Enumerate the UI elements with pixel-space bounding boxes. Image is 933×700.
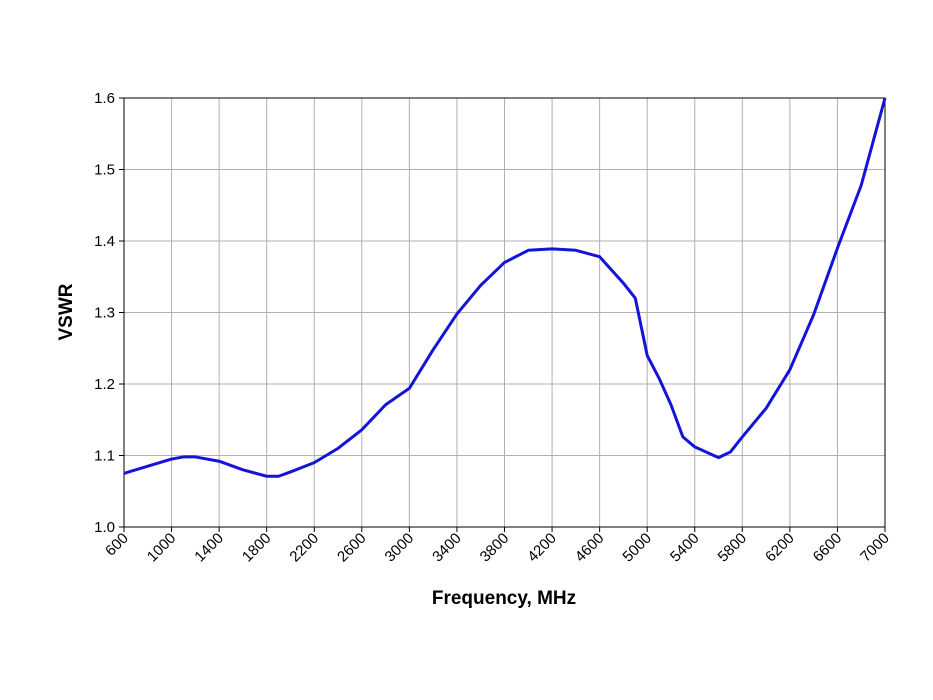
x-tick-label: 3000 (382, 530, 418, 566)
y-tick-label: 1.2 (94, 376, 115, 393)
y-tick-label: 1.3 (94, 305, 115, 322)
x-axis-title: Frequency, MHz (432, 588, 576, 609)
x-tick-label: 4200 (524, 530, 560, 566)
x-tick-label: 6200 (762, 530, 798, 566)
x-tick-label: 2600 (334, 530, 370, 566)
x-tick-label: 5400 (667, 530, 703, 566)
plot-frame (123, 97, 886, 528)
y-tick-label: 1.6 (94, 90, 115, 107)
x-tick-label: 3800 (477, 530, 513, 566)
y-tick-label: 1.5 (94, 162, 115, 179)
x-tick-label: 1000 (144, 530, 180, 566)
x-tick-label: 5800 (715, 530, 751, 566)
y-axis-title: VSWR (56, 283, 77, 340)
y-tick-label: 1.0 (94, 519, 115, 536)
x-tick-label: 1800 (239, 530, 275, 566)
x-tick-label: 7000 (857, 530, 893, 566)
x-tick-label: 3400 (429, 530, 465, 566)
data-line (123, 97, 887, 478)
y-tick-label: 1.1 (94, 448, 115, 465)
x-tick-label: 2200 (286, 530, 322, 566)
y-tick-label: 1.4 (94, 233, 115, 250)
x-tick-label: 6600 (810, 530, 846, 566)
x-tick-label: 4600 (572, 530, 608, 566)
x-tick-label: 1400 (191, 530, 227, 566)
x-tick-label: 5000 (619, 530, 655, 566)
